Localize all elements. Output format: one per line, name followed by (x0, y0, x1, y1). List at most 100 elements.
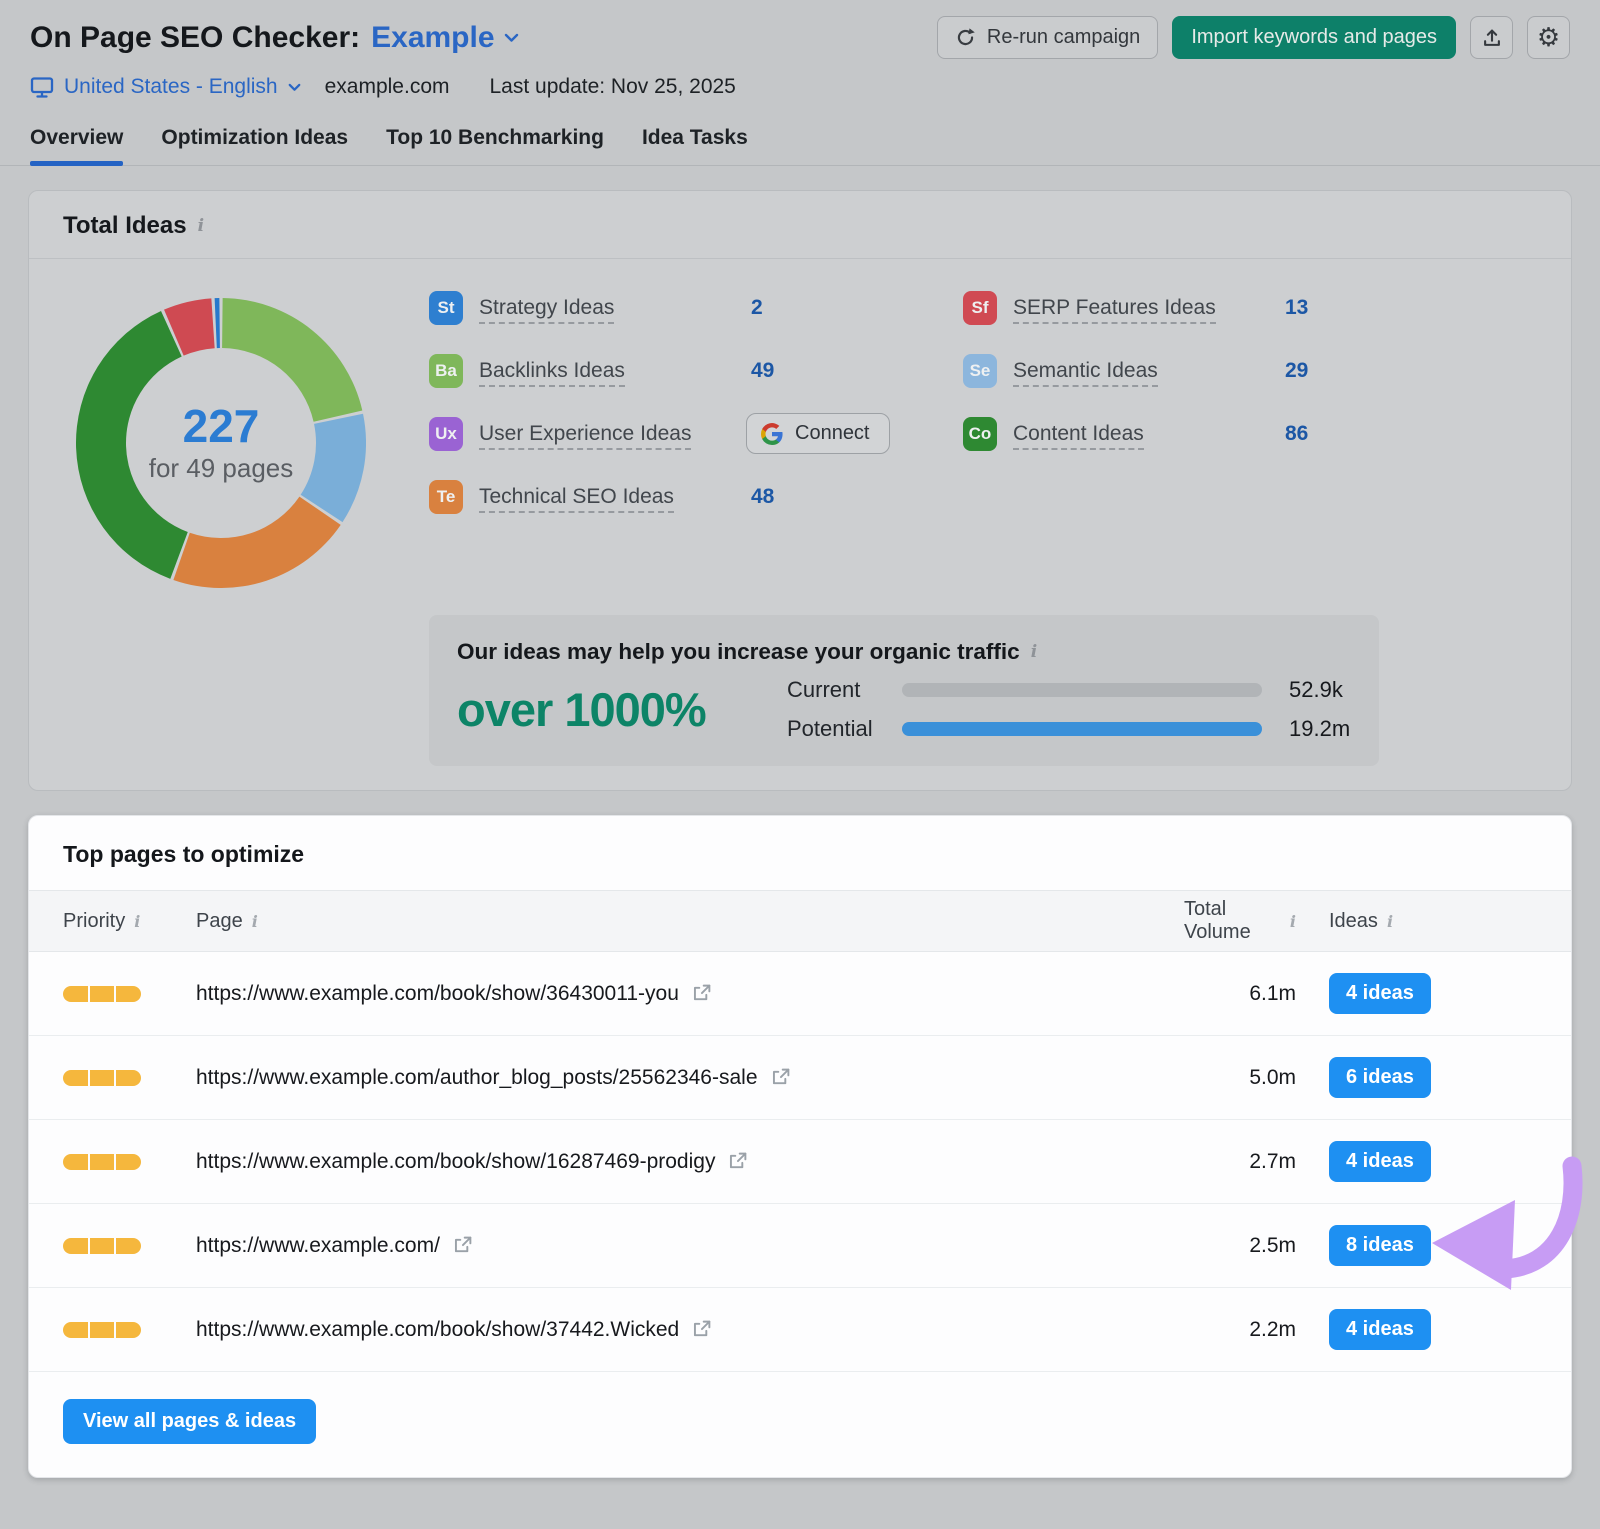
semantic-badge-icon: Se (963, 353, 997, 388)
strategy-badge-icon: St (429, 290, 463, 325)
header-title-row: On Page SEO Checker: Example Re-run camp… (30, 16, 1570, 59)
locale-selector[interactable]: United States - English (30, 75, 301, 99)
total-volume-value: 5.0m (1249, 1065, 1296, 1089)
serp-badge-icon: Sf (963, 290, 997, 325)
list-item-strategy-ideas: St Strategy Ideas 2 (429, 276, 963, 339)
semantic-ideas-link[interactable]: Semantic Ideas (1013, 358, 1158, 387)
potential-traffic-value: 19.2m (1289, 716, 1351, 741)
list-item-semantic-ideas: Se Semantic Ideas 29 (963, 339, 1571, 402)
active-tab-underline (30, 161, 124, 166)
table-row: https://www.example.com/book/show/162874… (29, 1120, 1571, 1204)
total-volume-value: 6.1m (1249, 981, 1296, 1005)
project-name: Example (371, 20, 495, 54)
donut-segment[interactable] (214, 298, 220, 349)
view-all-pages-button[interactable]: View all pages & ideas (63, 1399, 317, 1444)
donut-segment[interactable] (173, 496, 341, 588)
potential-traffic-bar (902, 722, 1262, 736)
ideas-count-button[interactable]: 4 ideas (1329, 1309, 1431, 1350)
tab-overview[interactable]: Overview (30, 126, 124, 166)
potential-traffic-label: Potential (787, 716, 873, 741)
ux-badge-icon: Ux (429, 416, 463, 451)
column-header-page: Page (196, 910, 1184, 933)
total-volume-value: 2.2m (1249, 1317, 1296, 1341)
content-ideas-link[interactable]: Content Ideas (1013, 421, 1144, 450)
info-icon[interactable] (252, 912, 258, 931)
current-traffic-row: Current 52.9k (787, 677, 1351, 703)
user-experience-ideas-link[interactable]: User Experience Ideas (479, 421, 692, 450)
table-row: https://www.example.com/ 2.5m 8 ideas (29, 1204, 1571, 1288)
gear-icon: ⚙ (1536, 22, 1561, 53)
external-link-icon[interactable] (727, 1151, 748, 1172)
page-url: https://www.example.com/book/show/162874… (196, 1149, 716, 1173)
info-icon[interactable] (198, 216, 204, 236)
top-pages-title: Top pages to optimize (63, 841, 305, 867)
donut-chart-svg[interactable] (76, 298, 366, 588)
list-item-user-experience-ideas: Ux User Experience Ideas Connect (429, 402, 963, 465)
page-header: On Page SEO Checker: Example Re-run camp… (0, 0, 1600, 99)
current-traffic-bar (902, 683, 1262, 697)
table-row: https://www.example.com/book/show/364300… (29, 952, 1571, 1036)
list-item-content-ideas: Co Content Ideas 86 (963, 402, 1571, 465)
tab-top10-benchmarking[interactable]: Top 10 Benchmarking (386, 126, 604, 149)
refresh-icon (957, 28, 975, 46)
priority-indicator (63, 1321, 141, 1338)
import-keywords-button[interactable]: Import keywords and pages (1172, 16, 1456, 59)
column-header-ideas: Ideas (1329, 910, 1537, 933)
donut-segment[interactable] (164, 298, 215, 356)
google-connect-button[interactable]: Connect (746, 413, 890, 454)
ideas-count-button[interactable]: 4 ideas (1329, 1141, 1431, 1182)
external-link-icon[interactable] (691, 983, 712, 1004)
page-url: https://www.example.com/book/show/37442.… (196, 1317, 680, 1341)
total-volume-value: 2.7m (1249, 1149, 1296, 1173)
donut-segment[interactable] (300, 413, 366, 523)
serp-features-ideas-link[interactable]: SERP Features Ideas (1013, 295, 1216, 324)
page-url: https://www.example.com/ (196, 1233, 440, 1257)
current-traffic-label: Current (787, 677, 861, 702)
technical-seo-ideas-link[interactable]: Technical SEO Ideas (479, 484, 674, 513)
technical-seo-ideas-count: 48 (751, 484, 775, 508)
table-row: https://www.example.com/author_blog_post… (29, 1036, 1571, 1120)
tab-optimization-ideas[interactable]: Optimization Ideas (161, 126, 349, 149)
backlinks-ideas-link[interactable]: Backlinks Ideas (479, 358, 625, 387)
settings-button[interactable]: ⚙ (1527, 16, 1570, 59)
info-icon[interactable] (134, 912, 140, 931)
ideas-count-button-highlighted[interactable]: 8 ideas (1329, 1225, 1431, 1266)
info-icon[interactable] (1031, 642, 1037, 662)
donut-segment[interactable] (222, 298, 363, 422)
list-item-backlinks-ideas: Ba Backlinks Ideas 49 (429, 339, 963, 402)
strategy-ideas-link[interactable]: Strategy Ideas (479, 295, 615, 324)
technical-badge-icon: Te (429, 479, 463, 514)
content-ideas-count: 86 (1285, 421, 1309, 445)
ideas-count-button[interactable]: 6 ideas (1329, 1057, 1431, 1098)
info-icon[interactable] (1290, 912, 1296, 931)
rerun-campaign-button[interactable]: Re-run campaign (936, 16, 1159, 59)
ideas-column-left: St Strategy Ideas 2 Ba Backlinks Ideas 4… (429, 276, 963, 528)
external-link-icon[interactable] (770, 1067, 791, 1088)
current-traffic-value: 52.9k (1289, 677, 1343, 702)
upload-icon (1483, 29, 1500, 46)
traffic-increase-panel: Our ideas may help you increase your org… (429, 615, 1379, 766)
column-header-total-volume: Total Volume (1184, 898, 1296, 944)
ideas-count-button[interactable]: 4 ideas (1329, 973, 1431, 1014)
traffic-panel-title: Our ideas may help you increase your org… (457, 639, 1020, 664)
priority-indicator (63, 1153, 141, 1170)
project-selector[interactable]: Example (371, 21, 518, 55)
external-link-icon[interactable] (452, 1235, 473, 1256)
ideas-column-right: Sf SERP Features Ideas 13 Se Semantic Id… (963, 276, 1571, 528)
export-button[interactable] (1470, 16, 1513, 59)
semantic-ideas-count: 29 (1285, 358, 1309, 382)
total-ideas-body: 227 for 49 pages St Strategy Ideas 2 Ba … (29, 259, 1571, 588)
campaign-domain: example.com (324, 75, 450, 98)
priority-indicator (63, 1069, 141, 1086)
info-icon[interactable] (1387, 912, 1393, 931)
locale-label: United States - English (64, 75, 278, 98)
page-title: On Page SEO Checker: (30, 20, 361, 54)
external-link-icon[interactable] (691, 1319, 712, 1340)
serp-features-ideas-count: 13 (1285, 295, 1309, 319)
tab-idea-tasks[interactable]: Idea Tasks (641, 126, 748, 149)
list-item-serp-features-ideas: Sf SERP Features Ideas 13 (963, 276, 1571, 339)
total-ideas-header: Total Ideas (29, 191, 1571, 259)
column-header-priority: Priority (63, 910, 196, 933)
donut-segment[interactable] (76, 310, 188, 579)
table-row: https://www.example.com/book/show/37442.… (29, 1288, 1571, 1372)
